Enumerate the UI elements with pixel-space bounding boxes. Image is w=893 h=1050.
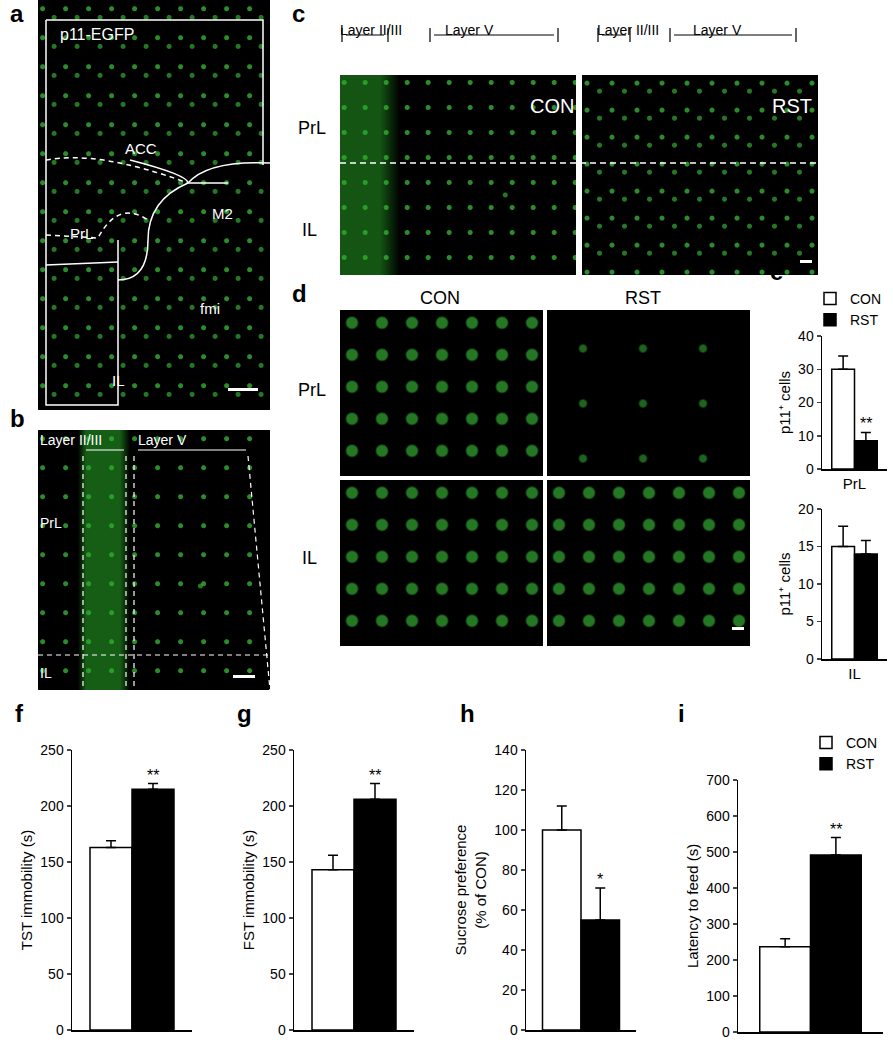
svg-text:TST immobility (s): TST immobility (s)	[18, 830, 35, 951]
svg-text:FST immobility (s): FST immobility (s)	[240, 830, 257, 951]
svg-text:0: 0	[278, 1022, 286, 1038]
html-text:PrL: PrL	[298, 118, 326, 138]
svg-text:*: *	[597, 871, 603, 888]
svg-text:p11⁺ cells: p11⁺ cells	[776, 552, 793, 615]
html-text:f: f	[15, 700, 23, 727]
svg-text:**: **	[860, 415, 872, 432]
html-text:c: c	[292, 0, 306, 27]
svg-text:140: 140	[494, 742, 518, 758]
html-text:IL: IL	[302, 548, 317, 568]
svg-text:200: 200	[706, 952, 730, 968]
svg-text:p11⁺ cells: p11⁺ cells	[776, 371, 793, 434]
html-text:PrL: PrL	[298, 380, 326, 400]
html-text:Layer II/III: Layer II/III	[40, 432, 103, 448]
svg-text:200: 200	[40, 798, 64, 814]
svg-text:150: 150	[262, 854, 286, 870]
svg-text:CON: CON	[850, 291, 881, 307]
svg-text:500: 500	[706, 844, 730, 860]
svg-text:0: 0	[806, 461, 814, 477]
svg-text:5: 5	[806, 613, 814, 629]
svg-text:0: 0	[510, 1022, 518, 1038]
svg-text:300: 300	[706, 916, 730, 932]
svg-text:600: 600	[706, 808, 730, 824]
svg-text:0: 0	[722, 1024, 730, 1040]
html-text:e: e	[770, 258, 784, 285]
svg-text:PrL: PrL	[843, 475, 866, 492]
html-text:PrL: PrL	[70, 225, 94, 242]
svg-text:80: 80	[502, 862, 518, 878]
svg-text:400: 400	[706, 880, 730, 896]
svg-text:Sucrose preference(% of CON): Sucrose preference(% of CON)	[452, 825, 489, 956]
html-text:i: i	[678, 700, 685, 727]
svg-text:15: 15	[798, 538, 814, 554]
html-text:IL: IL	[112, 372, 125, 389]
html-text:PrL: PrL	[40, 515, 62, 531]
svg-text:250: 250	[262, 742, 286, 758]
svg-text:100: 100	[706, 988, 730, 1004]
svg-text:RST: RST	[846, 756, 874, 772]
svg-text:50: 50	[48, 966, 64, 982]
svg-text:CON: CON	[846, 735, 877, 751]
html-text:ACC: ACC	[125, 140, 157, 157]
svg-text:50: 50	[270, 966, 286, 982]
svg-text:RST: RST	[850, 312, 878, 328]
svg-text:**: **	[830, 821, 842, 838]
svg-text:10: 10	[798, 576, 814, 592]
svg-text:IL: IL	[848, 665, 861, 682]
html-text:Layer II/III: Layer II/III	[597, 22, 660, 38]
html-text:Layer V: Layer V	[445, 22, 494, 38]
svg-text:100: 100	[40, 910, 64, 926]
svg-text:40: 40	[502, 942, 518, 958]
html-text:p11-EGFP: p11-EGFP	[60, 26, 135, 43]
html-text:Layer II/III: Layer II/III	[340, 22, 403, 38]
svg-text:**: **	[369, 767, 381, 784]
svg-text:100: 100	[262, 910, 286, 926]
svg-text:20: 20	[798, 501, 814, 517]
svg-text:120: 120	[494, 782, 518, 798]
svg-text:20: 20	[798, 394, 814, 410]
html-text:h: h	[460, 700, 475, 727]
html-text:M2: M2	[212, 205, 233, 222]
svg-text:**: **	[147, 767, 159, 784]
svg-text:40: 40	[798, 328, 814, 344]
html-text:CON: CON	[420, 288, 460, 308]
svg-text:60: 60	[502, 902, 518, 918]
svg-text:700: 700	[706, 772, 730, 788]
svg-text:30: 30	[798, 361, 814, 377]
svg-text:0: 0	[56, 1022, 64, 1038]
html-text:a: a	[10, 0, 24, 27]
svg-text:20: 20	[502, 982, 518, 998]
html-text:b: b	[10, 405, 25, 432]
svg-text:150: 150	[40, 854, 64, 870]
html-text:d: d	[292, 280, 307, 307]
html-text:RST: RST	[625, 288, 661, 308]
html-text:Layer V: Layer V	[693, 22, 742, 38]
svg-text:10: 10	[798, 428, 814, 444]
html-text:CON: CON	[530, 95, 575, 117]
html-text:Layer V: Layer V	[138, 432, 187, 448]
html-text:IL: IL	[302, 220, 317, 240]
svg-text:200: 200	[262, 798, 286, 814]
svg-text:100: 100	[494, 822, 518, 838]
svg-text:0: 0	[806, 651, 814, 667]
html-text:RST: RST	[772, 95, 812, 117]
html-text:IL: IL	[40, 665, 52, 681]
html-text:fmi: fmi	[200, 300, 220, 317]
html-text:g: g	[237, 700, 252, 727]
svg-text:Latency to feed (s): Latency to feed (s)	[684, 844, 701, 968]
svg-text:250: 250	[40, 742, 64, 758]
